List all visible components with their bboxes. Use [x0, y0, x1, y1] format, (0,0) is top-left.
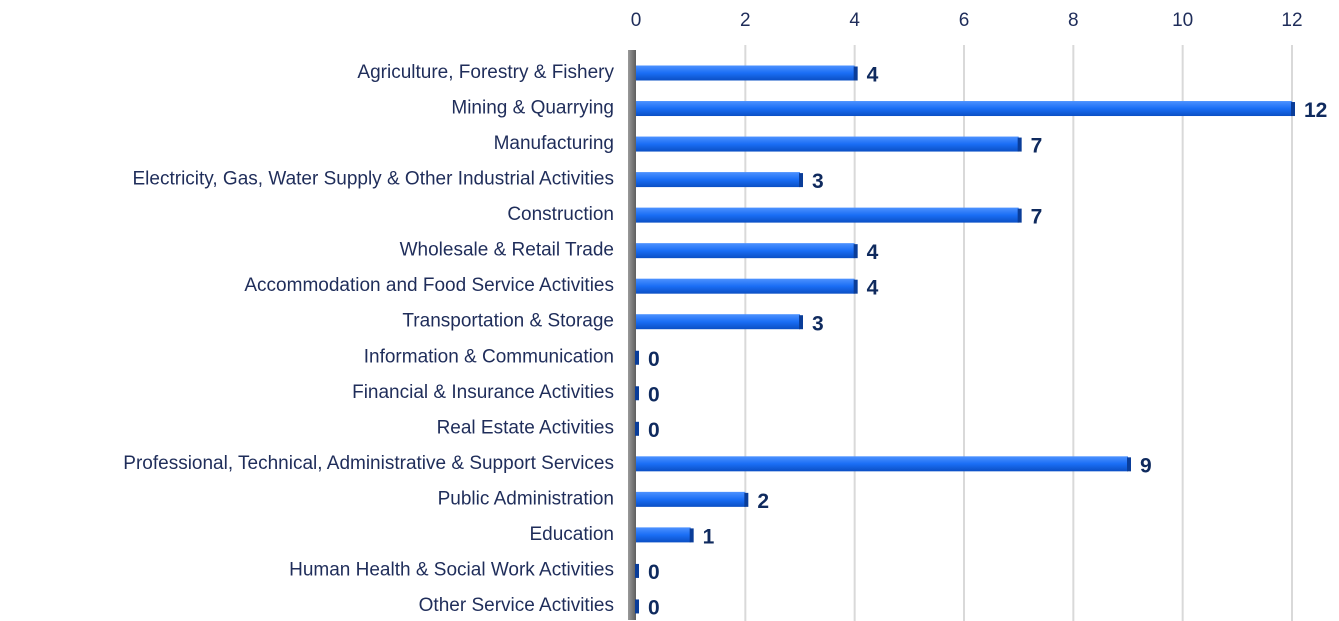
bar-cap — [1017, 208, 1022, 223]
bar — [636, 278, 855, 294]
bar — [636, 456, 1128, 472]
y-tick-label: Professional, Technical, Administrative … — [123, 453, 614, 474]
data-label: 1 — [703, 525, 715, 548]
y-tick-label: Other Service Activities — [419, 595, 614, 616]
bar-cap — [635, 350, 639, 365]
data-label: 4 — [867, 64, 879, 87]
data-label: 2 — [757, 490, 769, 513]
data-label: 12 — [1304, 99, 1327, 122]
y-tick-label: Agriculture, Forestry & Fishery — [357, 62, 614, 83]
bar — [636, 207, 1019, 223]
y-tick-label: Construction — [507, 204, 614, 225]
y-tick-label: Wholesale & Retail Trade — [400, 240, 614, 261]
bar-cap — [635, 421, 639, 436]
data-label: 7 — [1031, 206, 1043, 229]
data-label: 0 — [648, 596, 660, 619]
y-tick-label: Public Administration — [438, 488, 614, 509]
data-label: 0 — [648, 561, 660, 584]
bar-cap — [689, 528, 694, 543]
x-tick-label: 8 — [1068, 10, 1079, 31]
data-label: 0 — [648, 383, 660, 406]
x-tick-label: 4 — [849, 10, 860, 31]
data-label: 4 — [867, 277, 879, 300]
bar-cap — [1127, 457, 1131, 472]
x-tick-label: 2 — [740, 10, 751, 31]
x-tick-label: 6 — [959, 10, 970, 31]
y-tick-label: Mining & Quarrying — [451, 98, 614, 119]
y-tick-label: Manufacturing — [494, 133, 614, 154]
data-label: 7 — [1031, 135, 1043, 158]
x-tick-label: 10 — [1172, 10, 1193, 31]
data-label: 3 — [812, 170, 824, 193]
bar — [636, 136, 1019, 152]
y-tick-label: Human Health & Social Work Activities — [289, 559, 614, 580]
bar-cap — [799, 173, 803, 188]
bar-cap — [853, 66, 858, 81]
x-tick-label: 0 — [631, 10, 642, 31]
y-tick-label: Information & Communication — [364, 346, 614, 367]
bar — [636, 491, 746, 507]
bar-cap — [1017, 137, 1022, 152]
y-tick-label: Real Estate Activities — [437, 417, 614, 438]
bar-cap — [744, 492, 749, 507]
x-tick-label: 12 — [1281, 10, 1302, 31]
bar-cap — [635, 386, 639, 401]
bar — [636, 243, 855, 259]
data-label: 0 — [648, 419, 660, 442]
data-label: 4 — [867, 241, 879, 264]
bar-cap — [853, 244, 858, 259]
bar — [636, 65, 855, 81]
data-label: 0 — [648, 348, 660, 371]
bar — [636, 527, 691, 543]
data-label: 9 — [1140, 454, 1152, 477]
bar — [636, 172, 800, 188]
y-tick-label: Accommodation and Food Service Activitie… — [244, 275, 614, 296]
axis-wall — [628, 50, 636, 620]
y-tick-label: Transportation & Storage — [402, 311, 614, 332]
bar-cap — [799, 315, 803, 330]
bar-cap — [853, 279, 858, 294]
bar-cap — [635, 599, 639, 614]
bar — [636, 314, 800, 330]
y-tick-label: Education — [529, 524, 614, 545]
bar-cap — [635, 563, 639, 578]
data-label: 3 — [812, 312, 824, 335]
y-tick-label: Electricity, Gas, Water Supply & Other I… — [133, 169, 615, 190]
bar-cap — [1291, 102, 1295, 117]
bar — [636, 101, 1292, 117]
y-tick-label: Financial & Insurance Activities — [352, 382, 614, 403]
